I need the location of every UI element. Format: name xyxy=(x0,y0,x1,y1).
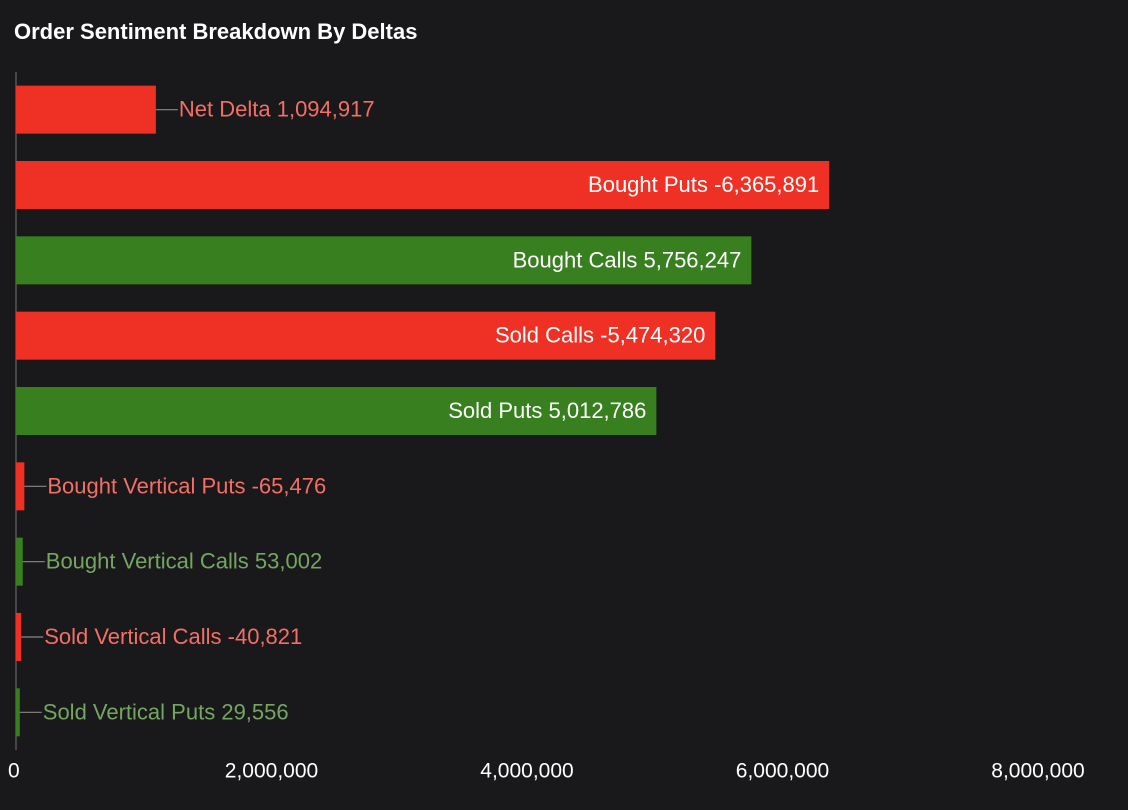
category-label: Bought Calls xyxy=(513,247,638,272)
bar xyxy=(16,688,20,737)
value-label: -5,474,320 xyxy=(600,322,705,347)
bar-label: Sold Vertical Calls -40,821 xyxy=(44,624,302,649)
x-tick-label: 6,000,000 xyxy=(736,760,829,783)
value-label: -6,365,891 xyxy=(714,172,819,197)
chart-title: Order Sentiment Breakdown By Deltas xyxy=(14,19,417,44)
value-label: 5,756,247 xyxy=(643,247,741,272)
category-label: Bought Vertical Calls xyxy=(46,548,249,573)
bar-label: Sold Puts 5,012,786 xyxy=(448,398,646,423)
bar xyxy=(16,462,25,511)
bar-label: Bought Vertical Puts -65,476 xyxy=(47,473,326,498)
value-label: 53,002 xyxy=(255,548,322,573)
bar-label: Bought Vertical Calls 53,002 xyxy=(46,548,322,573)
bar xyxy=(16,387,657,435)
bar xyxy=(16,311,716,360)
bar-label: Bought Puts -6,365,891 xyxy=(588,172,819,197)
bar xyxy=(16,537,23,586)
category-label: Sold Calls xyxy=(495,322,594,347)
bar-label: Sold Calls -5,474,320 xyxy=(495,322,705,347)
category-label: Sold Puts xyxy=(448,398,542,423)
value-label: -65,476 xyxy=(252,473,327,498)
bar xyxy=(16,85,156,134)
value-label: 29,556 xyxy=(221,699,288,724)
category-label: Sold Vertical Calls xyxy=(44,624,221,649)
bar xyxy=(16,236,752,285)
bar xyxy=(16,613,22,661)
value-label: -40,821 xyxy=(228,624,303,649)
x-tick-label: 4,000,000 xyxy=(480,760,573,783)
x-tick-label: 8,000,000 xyxy=(991,760,1084,783)
bar-label: Sold Vertical Puts 29,556 xyxy=(43,699,289,724)
bar xyxy=(16,161,830,209)
category-label: Net Delta xyxy=(179,96,271,121)
bar-label: Bought Calls 5,756,247 xyxy=(513,247,742,272)
category-label: Bought Vertical Puts xyxy=(47,473,245,498)
x-tick-label: 0 xyxy=(8,760,20,783)
category-label: Sold Vertical Puts xyxy=(43,699,215,724)
value-label: 5,012,786 xyxy=(549,398,647,423)
x-tick-label: 2,000,000 xyxy=(225,760,318,783)
value-label: 1,094,917 xyxy=(277,96,375,121)
category-label: Bought Puts xyxy=(588,172,708,197)
bar-label: Net Delta 1,094,917 xyxy=(179,96,375,121)
